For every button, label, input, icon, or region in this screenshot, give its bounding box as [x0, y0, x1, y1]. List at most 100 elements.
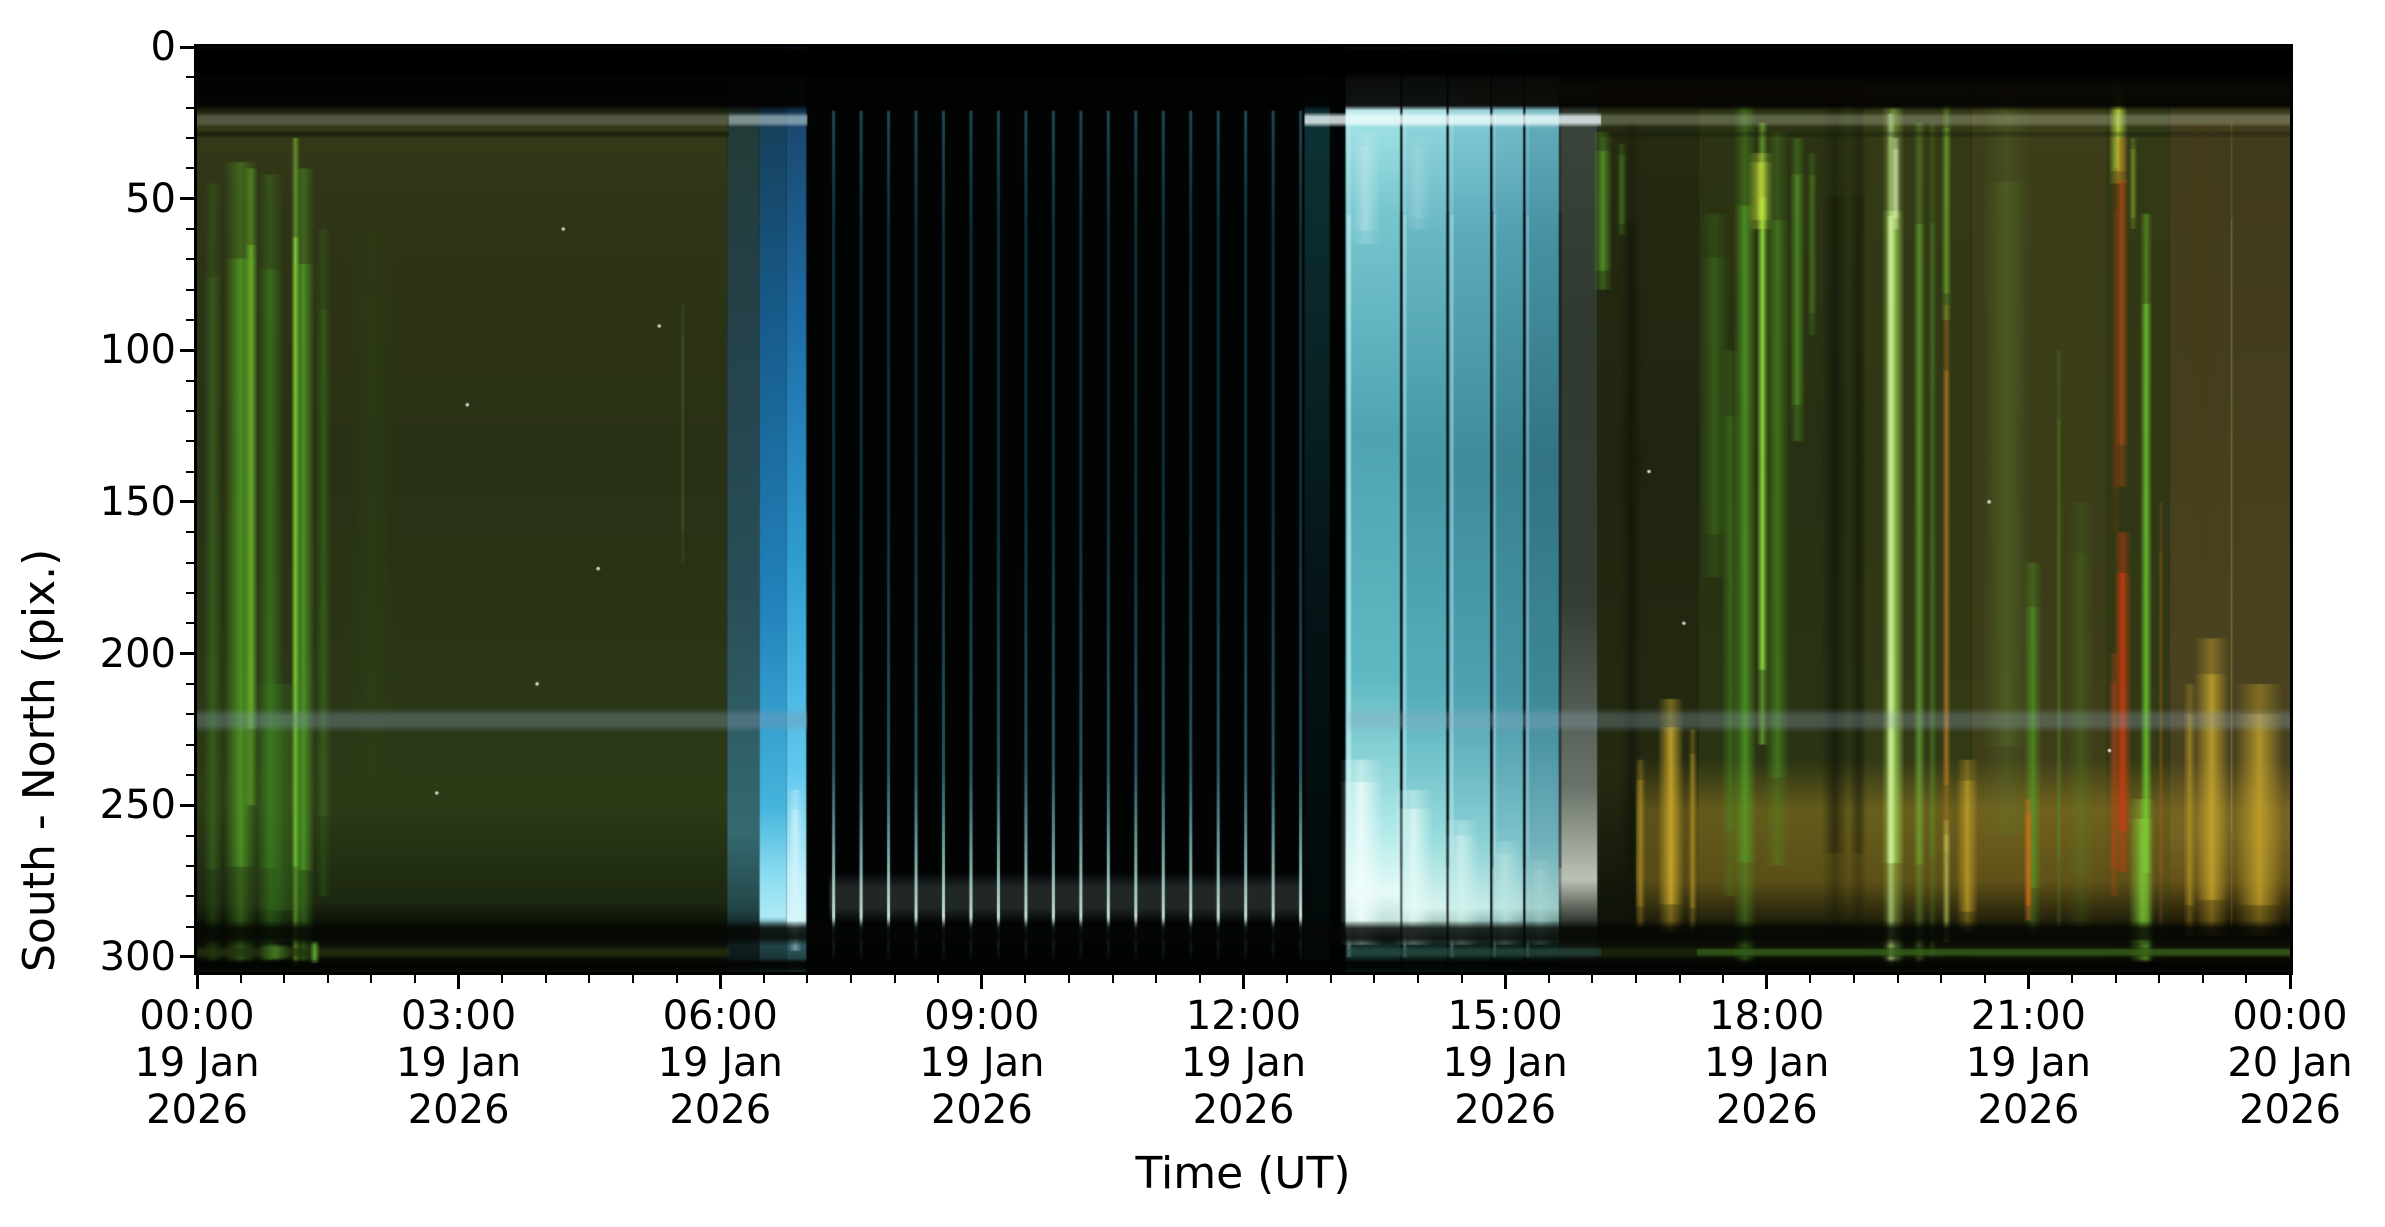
x-minor-tick — [2158, 975, 2161, 983]
x-tick-label: 18:00 19 Jan 2026 — [1704, 993, 1829, 1134]
x-major-tick — [1242, 975, 1245, 989]
x-tick-time: 06:00 — [662, 993, 778, 1039]
y-minor-tick — [186, 713, 194, 716]
x-minor-tick — [588, 975, 591, 983]
x-tick-date: 19 Jan — [1180, 1040, 1307, 1086]
x-minor-tick — [239, 975, 242, 983]
x-minor-tick — [326, 975, 329, 983]
x-tick-date: 19 Jan — [134, 1040, 260, 1086]
x-major-tick — [1503, 975, 1507, 989]
y-tick-label: 300 — [99, 933, 176, 980]
x-tick-label: 03:00 19 Jan 2026 — [396, 993, 521, 1134]
y-minor-tick — [186, 622, 194, 625]
x-tick-year: 2026 — [1715, 1087, 1818, 1133]
x-tick-time: 15:00 — [1447, 993, 1563, 1039]
x-tick-time: 00:00 — [2232, 993, 2348, 1039]
x-tick-label: 00:00 19 Jan 2026 — [134, 993, 259, 1134]
x-minor-tick — [1547, 975, 1550, 983]
y-minor-tick — [186, 258, 194, 261]
x-tick-date: 19 Jan — [395, 1040, 522, 1086]
x-minor-tick — [1940, 975, 1943, 983]
x-minor-tick — [370, 975, 373, 983]
x-minor-tick — [1329, 975, 1332, 983]
x-tick-year: 2026 — [2239, 1087, 2341, 1133]
x-tick-time: 21:00 — [1970, 993, 2087, 1039]
y-major-tick — [180, 45, 194, 49]
x-tick-time: 09:00 — [924, 993, 1040, 1039]
y-minor-tick — [186, 440, 194, 443]
x-tick-time: 18:00 — [1709, 993, 1825, 1039]
y-major-tick — [180, 348, 194, 352]
y-minor-tick — [186, 288, 194, 291]
y-axis-label: South - North (pix.) — [14, 548, 65, 972]
x-minor-tick — [675, 975, 678, 983]
x-major-tick — [718, 975, 722, 989]
x-major-tick — [457, 975, 461, 989]
x-major-tick — [2026, 975, 2030, 989]
x-minor-tick — [1068, 975, 1071, 983]
y-minor-tick — [186, 743, 194, 746]
y-major-tick — [180, 197, 194, 201]
x-tick-date: 20 Jan — [2227, 1040, 2353, 1086]
x-minor-tick — [1809, 975, 1812, 983]
y-minor-tick — [186, 682, 194, 685]
x-minor-tick — [632, 975, 635, 983]
x-minor-tick — [1591, 975, 1594, 983]
x-tick-time: 00:00 — [139, 993, 255, 1039]
x-minor-tick — [1634, 975, 1637, 983]
x-tick-label: 12:00 19 Jan 2026 — [1181, 993, 1306, 1134]
x-tick-year: 2026 — [407, 1087, 510, 1133]
x-minor-tick — [501, 975, 504, 983]
x-tick-date: 19 Jan — [1442, 1040, 1568, 1086]
x-tick-year: 2026 — [1454, 1087, 1557, 1133]
x-tick-date: 19 Jan — [1965, 1040, 2092, 1086]
y-tick-label: 200 — [99, 630, 176, 677]
x-minor-tick — [1416, 975, 1419, 983]
x-tick-year: 2026 — [930, 1087, 1033, 1133]
y-major-tick — [180, 500, 194, 504]
x-minor-tick — [1198, 975, 1201, 983]
x-tick-year: 2026 — [146, 1087, 248, 1133]
y-tick-label: 0 — [150, 24, 176, 70]
y-major-tick — [180, 955, 194, 959]
y-minor-tick — [186, 76, 194, 79]
y-minor-tick — [186, 591, 194, 594]
x-tick-year: 2026 — [1192, 1087, 1295, 1133]
y-minor-tick — [186, 895, 194, 898]
y-minor-tick — [186, 773, 194, 776]
x-minor-tick — [1286, 975, 1289, 983]
y-minor-tick — [186, 136, 194, 139]
x-minor-tick — [283, 975, 286, 983]
y-minor-tick — [186, 167, 194, 170]
x-minor-tick — [2201, 975, 2204, 983]
y-minor-tick — [186, 834, 194, 837]
x-tick-label: 15:00 19 Jan 2026 — [1442, 993, 1567, 1134]
y-minor-tick — [186, 864, 194, 867]
y-minor-tick — [186, 379, 194, 382]
keogram-canvas — [197, 47, 2290, 972]
y-minor-tick — [186, 561, 194, 564]
x-tick-date: 19 Jan — [1704, 1040, 1830, 1086]
x-minor-tick — [937, 975, 940, 983]
y-minor-tick — [186, 925, 194, 928]
x-minor-tick — [414, 975, 417, 983]
x-minor-tick — [1460, 975, 1463, 983]
x-minor-tick — [806, 975, 809, 983]
x-major-tick — [2288, 975, 2292, 989]
x-minor-tick — [762, 975, 765, 983]
x-tick-date: 19 Jan — [657, 1040, 783, 1086]
x-tick-label: 09:00 19 Jan 2026 — [919, 993, 1044, 1134]
x-tick-time: 12:00 — [1185, 993, 1302, 1039]
x-minor-tick — [1678, 975, 1681, 983]
x-tick-label: 21:00 19 Jan 2026 — [1966, 993, 2091, 1134]
x-minor-tick — [1896, 975, 1899, 983]
x-tick-year: 2026 — [1977, 1087, 2080, 1133]
y-minor-tick — [186, 106, 194, 109]
y-minor-tick — [186, 318, 194, 321]
y-major-tick — [180, 652, 194, 656]
y-minor-tick — [186, 227, 194, 230]
x-minor-tick — [1852, 975, 1855, 983]
x-minor-tick — [1722, 975, 1725, 983]
x-minor-tick — [2070, 975, 2073, 983]
